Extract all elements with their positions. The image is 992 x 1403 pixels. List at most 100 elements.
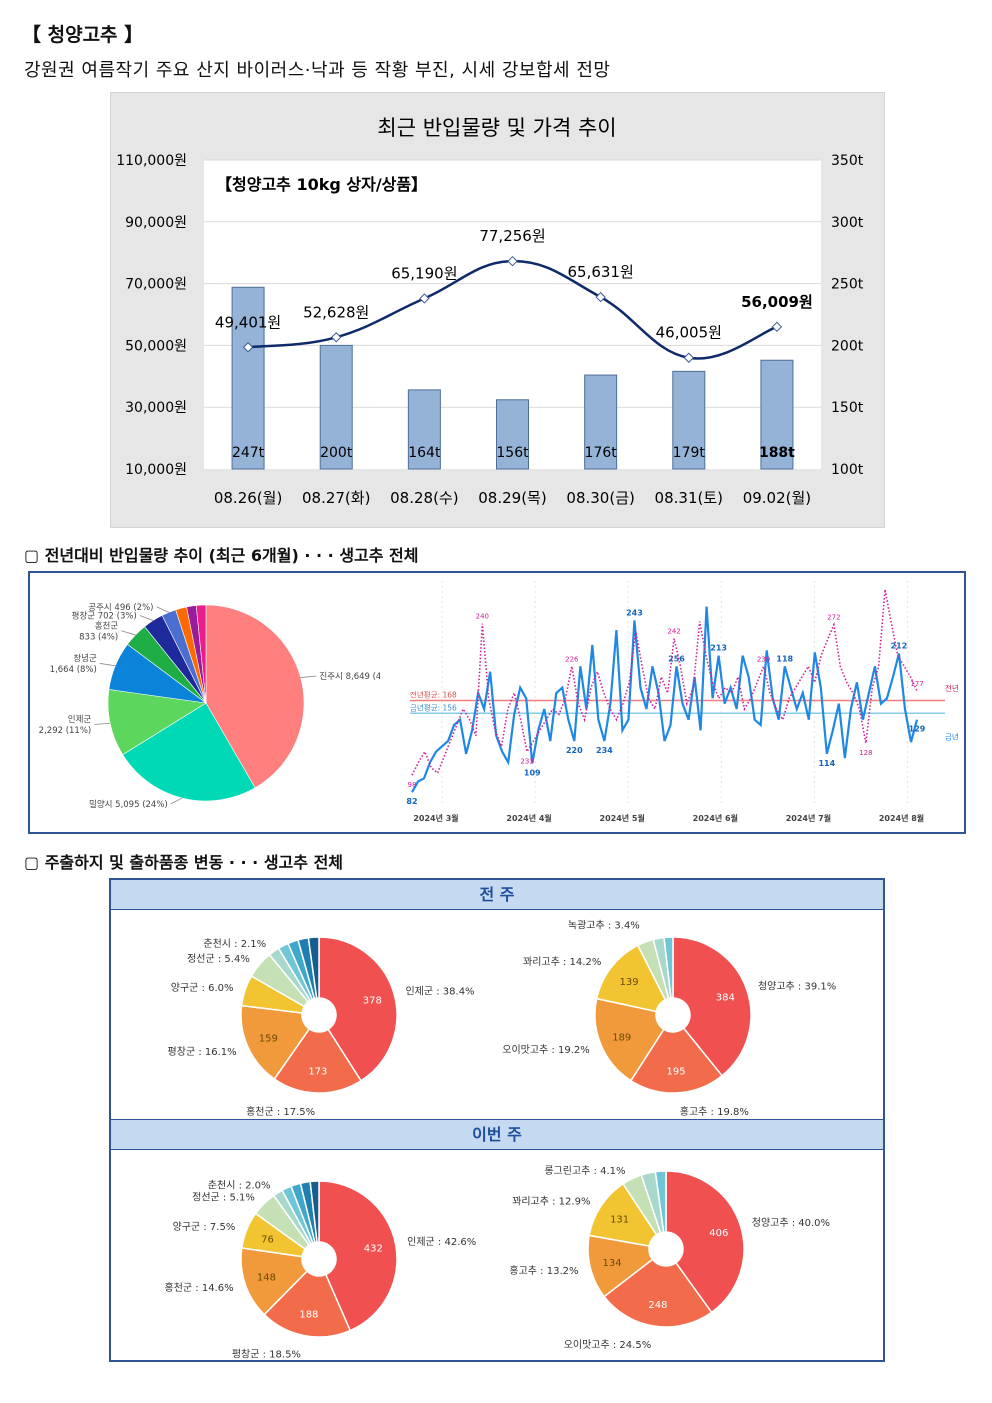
bar-label: 247t [232, 445, 265, 461]
donut-label: 평창군 : 16.1% [168, 1046, 237, 1058]
bar-label: 188t [759, 445, 795, 461]
peak-label: 243 [626, 608, 643, 617]
shipping-panel: 전 주 이번 주 378 인제군 : 38.4% 173 홍천군 : 17.5% 159… [109, 878, 885, 1362]
donut-value: 384 [716, 993, 735, 1004]
band-prev-week: 전 주 [111, 880, 883, 910]
ref-label: 전년평균: 168 [410, 689, 457, 699]
pie-label: 평창군 702 (3%) [72, 610, 137, 621]
bar-label: 179t [673, 445, 706, 461]
pie-label: 진주시 8,649 (40%) [319, 671, 380, 682]
donut-slice [663, 936, 674, 999]
x-tick: 08.28(수) [390, 489, 458, 507]
peak-label: 242 [667, 628, 680, 636]
donut-value: 131 [610, 1215, 629, 1226]
peak-label: 213 [710, 644, 727, 653]
pie-label: 인제군 [68, 714, 92, 725]
peak-label: 98 [408, 781, 417, 789]
price-marker [331, 332, 342, 343]
pie-leader [300, 675, 317, 678]
donut-label: 평창군 : 18.5% [232, 1349, 301, 1360]
peak-label: 256 [668, 654, 685, 663]
x-tick: 2024년 5월 [600, 813, 645, 823]
peak-label: 234 [596, 746, 613, 755]
price-marker [595, 291, 606, 303]
y-right-tick: 300t [831, 215, 864, 231]
y-left-tick: 110,000원 [116, 153, 187, 169]
price-marker [683, 352, 694, 363]
peak-label: 272 [827, 614, 840, 622]
pie-label: 2,292 (11%) [39, 726, 92, 736]
pie-leader [139, 615, 154, 621]
peak-label: 129 [909, 725, 926, 734]
section-shipping-title: ▢ 주출하지 및 출하품종 변동 · · · 생고추 전체 [24, 853, 344, 872]
donut-value: 148 [257, 1273, 276, 1284]
price-marker [419, 293, 430, 304]
peak-label: 239 [757, 655, 770, 663]
donut-value: 378 [363, 995, 382, 1006]
x-tick: 09.02(월) [743, 489, 811, 507]
price-label: 46,005원 [656, 324, 722, 342]
pie-leader [170, 797, 183, 805]
volume-bar [672, 370, 706, 470]
donut-value: 406 [709, 1228, 728, 1239]
donut-label: 홍고추 : 13.2% [509, 1264, 578, 1277]
page-subtitle: 강원권 여름작기 주요 산지 바이러스·낙과 등 작황 부진, 시세 강보합세 … [24, 60, 611, 81]
donut-label: 청양고추 : 40.0% [752, 1217, 830, 1229]
peak-label: 82 [406, 797, 417, 806]
x-tick: 2024년 7월 [786, 813, 831, 823]
bar-label: 156t [496, 445, 529, 461]
volume-bar [496, 399, 529, 470]
donut-slice [595, 944, 667, 1013]
peak-label: 128 [859, 749, 872, 757]
page-heading: 【 청양고추 】 [22, 24, 144, 46]
peak-label: 118 [776, 654, 793, 663]
y-right-tick: 100t [831, 462, 864, 478]
series-end-label: 전년 [945, 683, 959, 693]
donut-value: 432 [364, 1244, 383, 1255]
y-left-tick: 70,000원 [125, 277, 187, 293]
yoy-line-chart: 2024년 3월 2024년 4월 2024년 5월 2024년 6월 2024년 7월… [406, 581, 959, 823]
donut-label: 청양고추 : 39.1% [758, 981, 836, 993]
peak-label: 240 [476, 613, 489, 621]
donut-slice [629, 1027, 724, 1094]
pie-label: 홍천군 [95, 620, 119, 631]
donut-value: 159 [259, 1034, 278, 1045]
x-tick: 08.26(월) [214, 489, 282, 507]
donut-label: 춘천시 : 2.0% [208, 1179, 271, 1191]
series-this-year [411, 606, 919, 793]
price-volume-svg: 최근 반입물량 및 가격 추이 10,000원 30,000원 50,000원 70,0… [116, 116, 864, 507]
price-label: 52,628원 [303, 303, 369, 321]
donut-slice [307, 936, 320, 1000]
volume-bar [407, 389, 441, 470]
donut-slice [654, 1170, 667, 1234]
price-label: 49,401원 [215, 313, 281, 331]
pie-label: 833 (4%) [79, 632, 118, 642]
donut-label: 양구군 : 7.5% [173, 1221, 236, 1233]
x-tick: 2024년 6월 [693, 813, 738, 823]
donut-value: 173 [308, 1066, 327, 1077]
peak-label: 109 [524, 768, 541, 777]
donut-slice [240, 1247, 309, 1316]
pie-label: 창녕군 [73, 654, 97, 664]
pie-leader [156, 606, 169, 613]
band-this-week: 이번 주 [111, 1119, 883, 1150]
donut-label: 꽈리고추 : 12.9% [512, 1196, 590, 1208]
bar-label: 200t [320, 445, 353, 461]
donut-charts: 378 인제군 : 38.4% 173 홍천군 : 17.5% 159 평창군 : 16.… [165, 920, 837, 1360]
price-volume-chart: 최근 반입물량 및 가격 추이 10,000원 30,000원 50,000원 70,0… [110, 92, 885, 528]
x-tick: 08.31(토) [655, 489, 723, 507]
pie-leader [121, 630, 136, 636]
donut-slice [309, 1180, 320, 1243]
volume-bar [760, 359, 794, 470]
donut-slice [672, 936, 752, 1077]
x-tick: 2024년 4월 [506, 813, 551, 823]
x-tick: 2024년 3월 [413, 813, 458, 823]
peak-label: 177 [910, 680, 923, 688]
ref-label: 금년평균: 156 [410, 702, 457, 712]
donut-slice [594, 997, 665, 1082]
price-marker [507, 255, 518, 267]
x-tick: 08.30(금) [566, 489, 634, 507]
x-tick: 2024년 8월 [879, 813, 924, 823]
donut-label: 정선군 : 5.4% [187, 953, 250, 965]
